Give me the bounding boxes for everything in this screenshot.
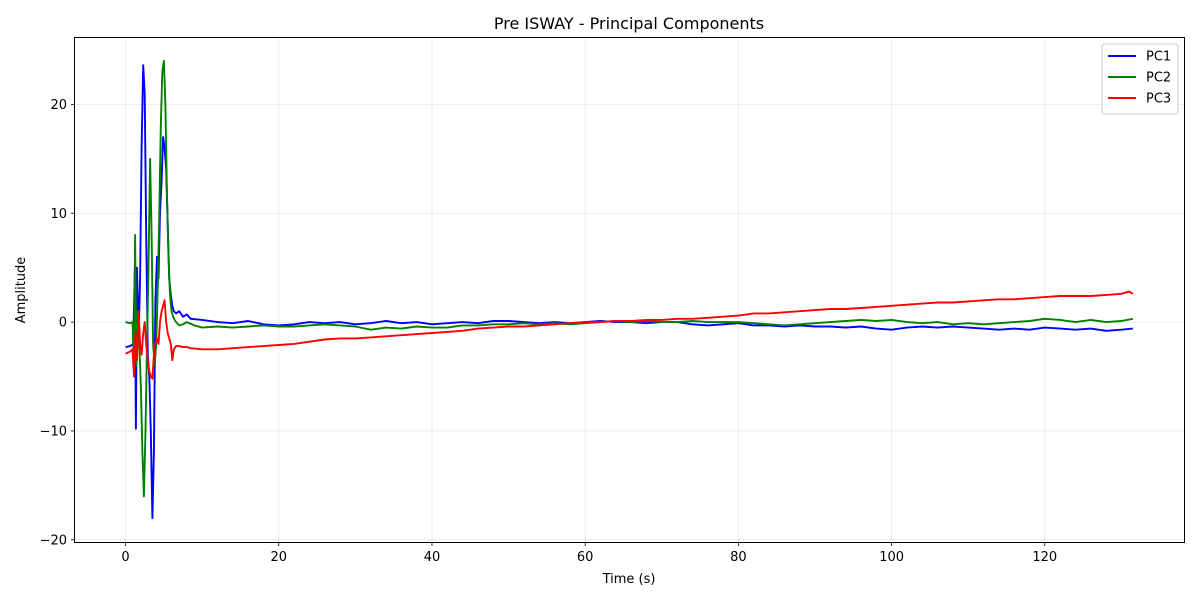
series-line-pc1 [125,64,1133,520]
x-axis-title: Time (s) [602,572,656,587]
y-tick-label: 20 [50,98,67,113]
y-tick-label: −20 [40,533,67,548]
y-tick-label: 0 [59,316,67,331]
x-tick-label: 40 [424,550,441,565]
chart-title: Pre ISWAY - Principal Components [494,14,764,33]
legend-box [1101,43,1179,115]
series-line-pc2 [125,59,1134,498]
x-axis: 0 20 40 60 80 100 120 [121,542,1057,565]
series-layer [125,59,1134,520]
x-tick-label: 20 [270,550,287,565]
legend: PC1 PC2 PC3 [1101,43,1179,115]
x-tick-label: 80 [730,550,747,565]
series-line-pc3 [125,290,1134,380]
y-axis-title: Amplitude [14,257,29,324]
y-axis: −20 −10 0 10 20 [40,98,75,548]
x-tick-label: 120 [1032,550,1057,565]
legend-label-pc1: PC1 [1146,50,1171,65]
x-tick-label: 0 [121,550,129,565]
legend-label-pc2: PC2 [1146,71,1171,86]
legend-label-pc3: PC3 [1146,92,1171,107]
y-tick-label: 10 [50,207,67,222]
x-tick-label: 60 [577,550,594,565]
grid [75,38,1185,542]
plot-area-frame [74,37,1185,543]
y-tick-label: −10 [40,424,67,439]
x-tick-label: 100 [879,550,904,565]
